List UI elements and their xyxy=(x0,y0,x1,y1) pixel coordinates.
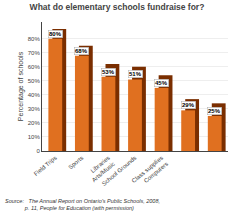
svg-text:70%: 70% xyxy=(28,50,41,56)
svg-text:School Grounds: School Grounds xyxy=(101,155,138,187)
svg-text:25%: 25% xyxy=(208,108,221,114)
svg-text:80%: 80% xyxy=(28,36,41,42)
svg-text:0: 0 xyxy=(36,148,40,154)
svg-text:80%: 80% xyxy=(49,31,62,37)
svg-text:Percentage of schools: Percentage of schools xyxy=(17,51,25,121)
svg-text:40%: 40% xyxy=(28,92,41,98)
svg-text:68%: 68% xyxy=(75,48,88,54)
svg-text:Class suppliesComputers: Class suppliesComputers xyxy=(131,155,170,190)
svg-text:Field Trips: Field Trips xyxy=(33,155,58,177)
svg-text:LibrariesArts/Music: LibrariesArts/Music xyxy=(86,155,116,184)
svg-text:50%: 50% xyxy=(28,78,41,84)
svg-text:51%: 51% xyxy=(129,71,142,77)
svg-text:Source: The Annual Report on: Source: The Annual Report on Ontario’s P… xyxy=(5,198,160,211)
svg-text:20%: 20% xyxy=(28,120,41,126)
svg-text:45%: 45% xyxy=(155,80,168,86)
svg-text:10%: 10% xyxy=(28,134,41,140)
svg-text:60%: 60% xyxy=(28,64,41,70)
svg-text:What do elementary schools fun: What do elementary schools fundraise for… xyxy=(30,2,205,12)
svg-text:53%: 53% xyxy=(102,69,115,75)
svg-text:30%: 30% xyxy=(28,106,41,112)
svg-text:29%: 29% xyxy=(182,102,195,108)
svg-text:Sports: Sports xyxy=(67,155,84,171)
